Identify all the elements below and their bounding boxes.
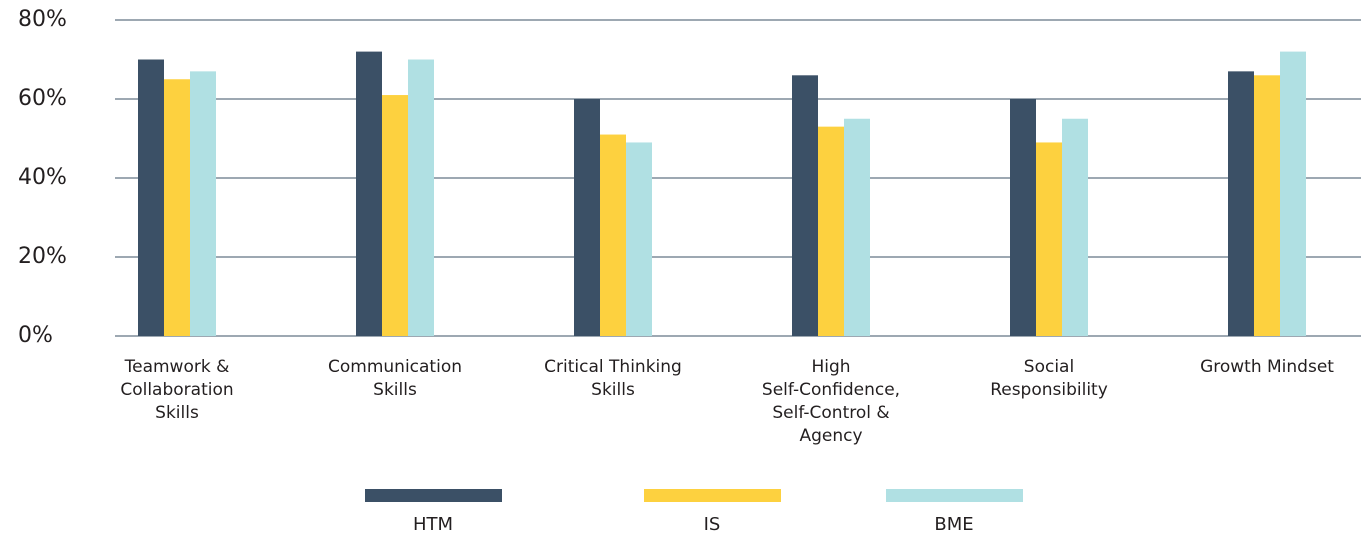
bar [164, 79, 190, 336]
x-tick-label: Growth Mindset [1200, 357, 1334, 377]
bar [1036, 142, 1062, 336]
bar [574, 99, 600, 336]
bar [626, 142, 652, 336]
x-tick-label: Communication Skills [328, 357, 462, 400]
bar [600, 134, 626, 336]
legend-label: HTM [413, 514, 453, 535]
bar [818, 126, 844, 337]
x-tick-label: Critical Thinking Skills [544, 357, 682, 400]
x-tick-label: Social Responsibility [990, 357, 1108, 400]
legend-label: BME [934, 514, 973, 535]
bar [408, 59, 434, 336]
bar [382, 95, 408, 336]
y-tick-label: 60% [18, 86, 67, 111]
bar [1062, 118, 1088, 336]
legend-label: IS [704, 514, 721, 535]
y-tick-label: 0% [18, 323, 53, 348]
legend-swatch [644, 489, 781, 502]
bar [138, 59, 164, 336]
bar [1280, 51, 1306, 336]
bar [1228, 71, 1254, 336]
bar [792, 75, 818, 337]
x-tick-label: High Self-Confidence, Self-Control & Age… [761, 357, 901, 446]
y-tick-label: 80% [18, 7, 67, 32]
legend-swatch [886, 489, 1023, 502]
bar [1254, 75, 1280, 337]
x-tick-label: Teamwork & Collaboration Skills [120, 357, 234, 423]
y-tick-label: 20% [18, 244, 67, 269]
bar [190, 71, 216, 336]
bar [844, 118, 870, 336]
legend-swatch [365, 489, 502, 502]
y-tick-label: 40% [18, 165, 67, 190]
bar [1010, 99, 1036, 336]
bar [356, 51, 382, 336]
